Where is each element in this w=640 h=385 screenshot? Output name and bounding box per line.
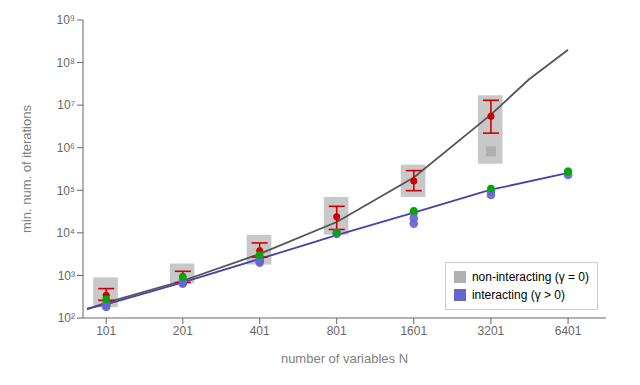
- svg-text:10⁹: 10⁹: [57, 13, 76, 27]
- html-text:interacting (γ > 0): interacting (γ > 0): [471, 288, 565, 302]
- svg-text:10⁶: 10⁶: [57, 141, 75, 155]
- svg-text:101: 101: [96, 324, 116, 338]
- html-text:non-interacting (γ = 0): non-interacting (γ = 0): [471, 270, 589, 284]
- svg-text:10²: 10²: [58, 311, 75, 325]
- svg-text:number of variables N: number of variables N: [281, 351, 408, 366]
- svg-text:801: 801: [327, 324, 347, 338]
- svg-text:10⁸: 10⁸: [57, 56, 75, 70]
- svg-text:10⁷: 10⁷: [57, 98, 75, 112]
- svg-text:201: 201: [173, 324, 193, 338]
- svg-text:10⁴: 10⁴: [56, 226, 75, 240]
- svg-text:3201: 3201: [478, 324, 505, 338]
- svg-text:10³: 10³: [58, 269, 75, 283]
- svg-text:401: 401: [250, 324, 270, 338]
- svg-text:min. num. of iterations: min. num. of iterations: [19, 105, 34, 233]
- svg-text:1601: 1601: [400, 324, 427, 338]
- svg-text:10⁵: 10⁵: [57, 184, 75, 198]
- svg-text:6401: 6401: [555, 324, 582, 338]
